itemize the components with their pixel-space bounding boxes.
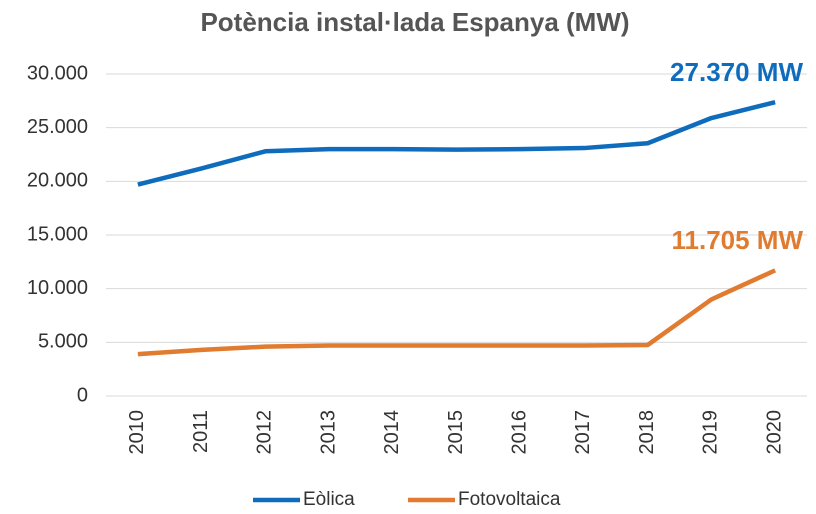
x-tick-label: 2013 bbox=[317, 410, 339, 455]
x-tick-label: 2012 bbox=[254, 410, 276, 455]
series-line bbox=[137, 268, 777, 357]
y-tick-label: 15.000 bbox=[27, 223, 88, 245]
annotation: 27.370 MW bbox=[670, 57, 803, 87]
chart-title: Potència instal·lada Espanya (MW) bbox=[200, 7, 629, 37]
y-tick-label: 25.000 bbox=[27, 116, 88, 138]
legend-label: Fotovoltaica bbox=[458, 489, 561, 510]
y-tick-label: 0 bbox=[77, 384, 88, 406]
series-line bbox=[137, 100, 776, 187]
x-tick-label: 2014 bbox=[381, 410, 403, 455]
x-tick-label: 2019 bbox=[700, 410, 722, 455]
y-tick-label: 20.000 bbox=[27, 170, 88, 192]
annotation: 11.705 MW bbox=[671, 225, 803, 255]
x-tick-label: 2017 bbox=[572, 410, 594, 455]
x-tick-label: 2010 bbox=[126, 410, 148, 455]
legend-label: Eòlica bbox=[303, 489, 355, 510]
x-tick-label: 2011 bbox=[190, 410, 212, 453]
x-tick-label: 2020 bbox=[763, 410, 785, 455]
y-tick-label: 5.000 bbox=[38, 331, 88, 353]
y-tick-label: 10.000 bbox=[27, 277, 88, 299]
x-tick-label: 2018 bbox=[636, 410, 658, 455]
x-tick-label: 2015 bbox=[445, 410, 467, 455]
x-tick-label: 2016 bbox=[509, 410, 531, 455]
y-tick-label: 30.000 bbox=[27, 62, 88, 84]
